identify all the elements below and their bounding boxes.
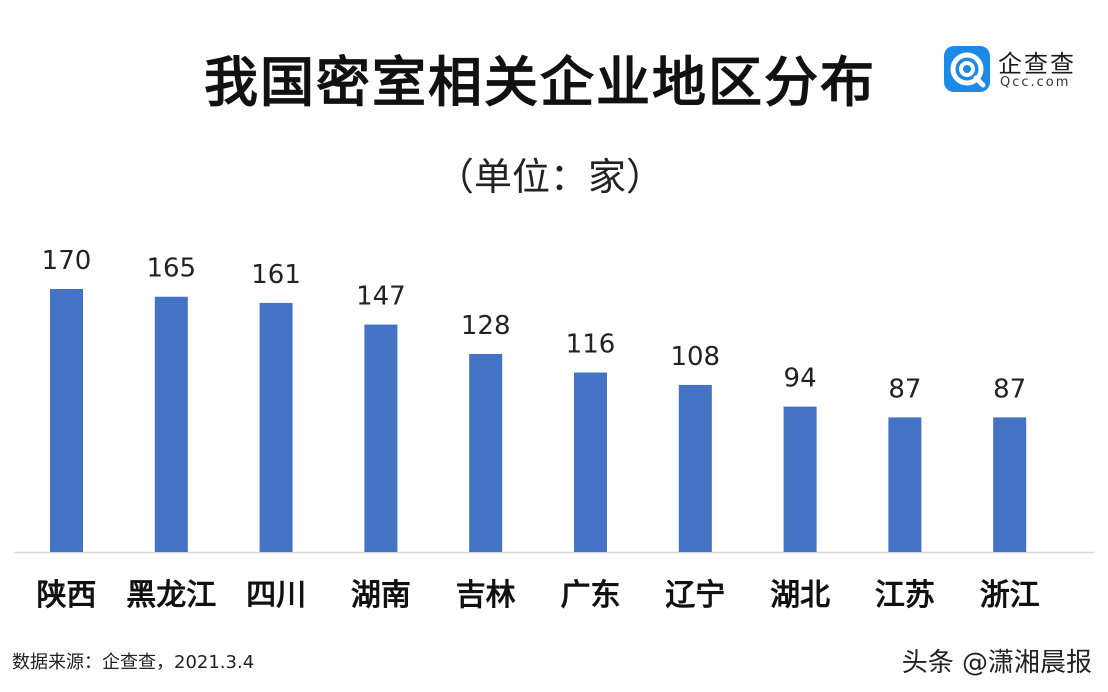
category-label-5: 广东 bbox=[561, 578, 621, 613]
bar-4 bbox=[469, 353, 503, 552]
data-label-2: 161 bbox=[251, 260, 301, 290]
data-label-3: 147 bbox=[356, 282, 406, 312]
data-label-4: 128 bbox=[461, 311, 511, 341]
logo-domain: Qcc.com bbox=[1000, 75, 1071, 90]
bar-8 bbox=[888, 417, 922, 552]
qcc-logo-icon bbox=[944, 46, 990, 92]
category-label-2: 四川 bbox=[246, 578, 306, 613]
bar-5 bbox=[574, 372, 607, 552]
bar-1 bbox=[154, 296, 188, 552]
bar-2 bbox=[259, 302, 293, 552]
data-label-1: 165 bbox=[146, 254, 196, 284]
category-label-9: 浙江 bbox=[980, 578, 1040, 613]
chart-subtitle: （单位：家） bbox=[435, 155, 664, 199]
bar-7 bbox=[783, 406, 817, 552]
bar-0 bbox=[50, 289, 83, 552]
category-label-0: 陕西 bbox=[37, 578, 97, 613]
data-label-8: 87 bbox=[888, 374, 921, 404]
watermark: 头条 @潇湘晨报 bbox=[901, 648, 1092, 678]
category-label-7: 湖北 bbox=[770, 578, 830, 613]
data-label-9: 87 bbox=[993, 374, 1026, 404]
category-label-6: 辽宁 bbox=[665, 578, 725, 613]
data-label-6: 108 bbox=[670, 342, 720, 372]
category-label-3: 湖南 bbox=[351, 578, 411, 613]
data-label-0: 170 bbox=[42, 246, 92, 276]
data-label-7: 94 bbox=[784, 364, 817, 394]
qcc-logo: 企查查 Qcc.com bbox=[944, 44, 1094, 94]
bar-9 bbox=[993, 417, 1027, 552]
category-label-4: 吉林 bbox=[456, 578, 516, 613]
chart-title: 我国密室相关企业地区分布 bbox=[204, 51, 876, 114]
logo-name: 企查查 bbox=[998, 50, 1076, 78]
bar-6 bbox=[678, 384, 712, 552]
category-label-8: 江苏 bbox=[875, 578, 935, 613]
data-source: 数据来源：企查查，2021.3.4 bbox=[12, 652, 255, 673]
data-label-5: 116 bbox=[566, 330, 616, 360]
category-label-1: 黑龙江 bbox=[126, 578, 216, 613]
bar-3 bbox=[364, 324, 398, 552]
